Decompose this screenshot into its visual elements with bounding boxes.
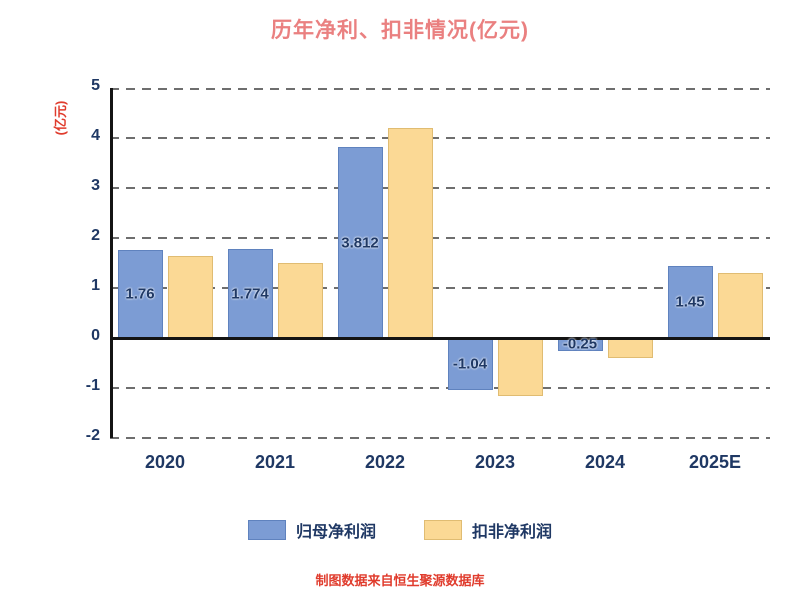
plot-area: 5 4 3 2 1 0 -1 -2 1.76 2020 1.774 2021 3.812 2022 -1.0… — [86, 77, 770, 472]
bar-non-recurring-net-profit-2024 — [607, 338, 653, 358]
gridline-y-2 — [110, 437, 770, 439]
y-axis-line — [110, 88, 113, 438]
source-note: 制图数据来自恒生聚源数据库 — [315, 573, 485, 588]
legend-label-non-recurring-net-profit: 扣非净利润 — [472, 524, 553, 541]
chart-title: 历年净利、扣非情况(亿元) — [271, 19, 529, 42]
legend-label-net-profit-attributable: 归母净利润 — [295, 524, 376, 541]
x-tick-2020: 2020 — [144, 452, 186, 472]
bar-label-net-profit-attributable-2020: 1.76 — [125, 285, 155, 303]
legend-swatch-net-profit-attributable — [247, 520, 286, 540]
y-tick-3: 3 — [91, 177, 100, 194]
bar-label-net-profit-attributable-2022: 3.812 — [341, 234, 379, 252]
x-tick-2022: 2022 — [364, 452, 406, 472]
y-tick-5: 5 — [91, 77, 100, 94]
bar-net-profit-attributable-2021 — [227, 249, 273, 338]
gridline-y-1 — [110, 387, 770, 389]
legend-item-net-profit-attributable: 归母净利润 — [247, 518, 376, 542]
bar-label-net-profit-attributable-2024: -0.25 — [562, 335, 598, 353]
bar-label-net-profit-attributable-2021: 1.774 — [231, 285, 269, 303]
y-tick-4: 4 — [91, 127, 100, 144]
gridline-y2 — [110, 237, 770, 239]
gridline-y3 — [110, 187, 770, 189]
bar-non-recurring-net-profit-2021 — [277, 263, 323, 338]
zero-axis-line — [110, 336, 770, 340]
gridline-y5 — [110, 88, 770, 90]
x-tick-2025E: 2025E — [688, 452, 742, 472]
legend-swatch-non-recurring-net-profit — [424, 520, 462, 540]
bar-non-recurring-net-profit-2022 — [387, 128, 433, 338]
x-tick-2024: 2024 — [584, 452, 626, 472]
y-tick-0: 0 — [91, 327, 100, 344]
x-tick-2021: 2021 — [254, 452, 296, 472]
y-tick-2: 2 — [91, 227, 100, 244]
bar-non-recurring-net-profit-2023 — [497, 338, 543, 396]
bar-non-recurring-net-profit-2020 — [167, 255, 213, 338]
y-tick--1: -1 — [85, 377, 100, 394]
bar-net-profit-attributable-2023 — [447, 338, 493, 390]
y-tick-1: 1 — [91, 277, 100, 294]
legend: 归母净利润 扣非净利润 — [0, 518, 800, 542]
y-tick--2: -2 — [85, 427, 100, 444]
bar-non-recurring-net-profit-2025E — [717, 273, 763, 338]
x-tick-2023: 2023 — [474, 452, 516, 472]
gridline-y1 — [110, 287, 770, 289]
bar-label-net-profit-attributable-2023: -1.04 — [452, 355, 488, 373]
legend-item-non-recurring-net-profit: 扣非净利润 — [424, 518, 552, 542]
gridline-y4 — [110, 137, 770, 139]
bar-label-net-profit-attributable-2025E: 1.45 — [675, 293, 705, 311]
